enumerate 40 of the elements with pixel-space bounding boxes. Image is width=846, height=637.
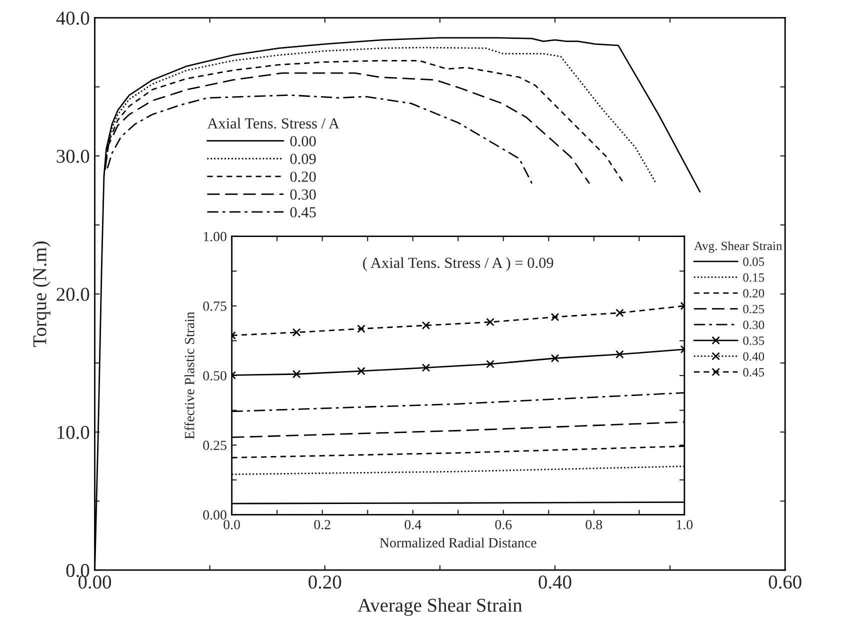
legend-label: 0.45 (290, 207, 316, 218)
y-tick-label: 0.00 (203, 510, 226, 520)
x-axis-title: Average Shear Strain (358, 598, 522, 616)
y-tick-label: 30.0 (56, 150, 90, 163)
x-tick-label: 0.00 (78, 576, 112, 589)
y-axis-title: Torque (N.m) (32, 242, 50, 347)
y-tick-label: 40.0 (56, 12, 90, 25)
y-tick-label: 1.00 (204, 232, 226, 242)
y-tick-label: 10.0 (58, 426, 90, 440)
y-tick-label: 20.0 (56, 288, 90, 301)
y-tick-label: 0.75 (203, 302, 226, 311)
x-tick-label: 0.0 (224, 520, 240, 530)
legend-label: 0.20 (290, 172, 316, 182)
x-tick-label: 0.4 (404, 520, 422, 530)
legend-label: 0.05 (743, 258, 764, 266)
x-tick-label: 0.8 (586, 520, 602, 530)
legend-label: 0.35 (743, 336, 764, 345)
legend-label: 0.45 (743, 368, 764, 377)
legend-label: 0.09 (290, 154, 316, 164)
x-tick-label: 1.0 (676, 520, 693, 530)
legend-label: 0.30 (743, 320, 764, 330)
legend-label: 0.40 (743, 352, 764, 361)
x-axis-title: Normalized Radial Distance (380, 538, 536, 548)
y-tick-label: 0.0 (66, 564, 90, 578)
y-tick-label: 0.25 (203, 440, 226, 450)
x-tick-label: 0.40 (538, 576, 572, 589)
legend-label: 0.25 (743, 304, 764, 314)
y-tick-label: 0.50 (203, 371, 226, 381)
y-axis-title: Effective Plastic Strain (184, 312, 194, 440)
legend-label: 0.30 (290, 189, 316, 200)
legend-title: Axial Tens. Stress / A (207, 118, 340, 129)
legend-label: 0.15 (743, 273, 764, 282)
legend-label: 0.20 (743, 289, 764, 298)
x-tick-label: 0.20 (308, 576, 342, 589)
legend-label: 0.00 (290, 136, 316, 146)
x-tick-label: 0.2 (314, 520, 330, 530)
legend-title: Avg. Shear Strain (694, 241, 782, 253)
x-tick-label: 0.6 (495, 520, 512, 530)
annotation: ( Axial Tens. Stress / A ) = 0.09 (363, 257, 554, 272)
x-tick-label: 0.60 (768, 576, 802, 589)
